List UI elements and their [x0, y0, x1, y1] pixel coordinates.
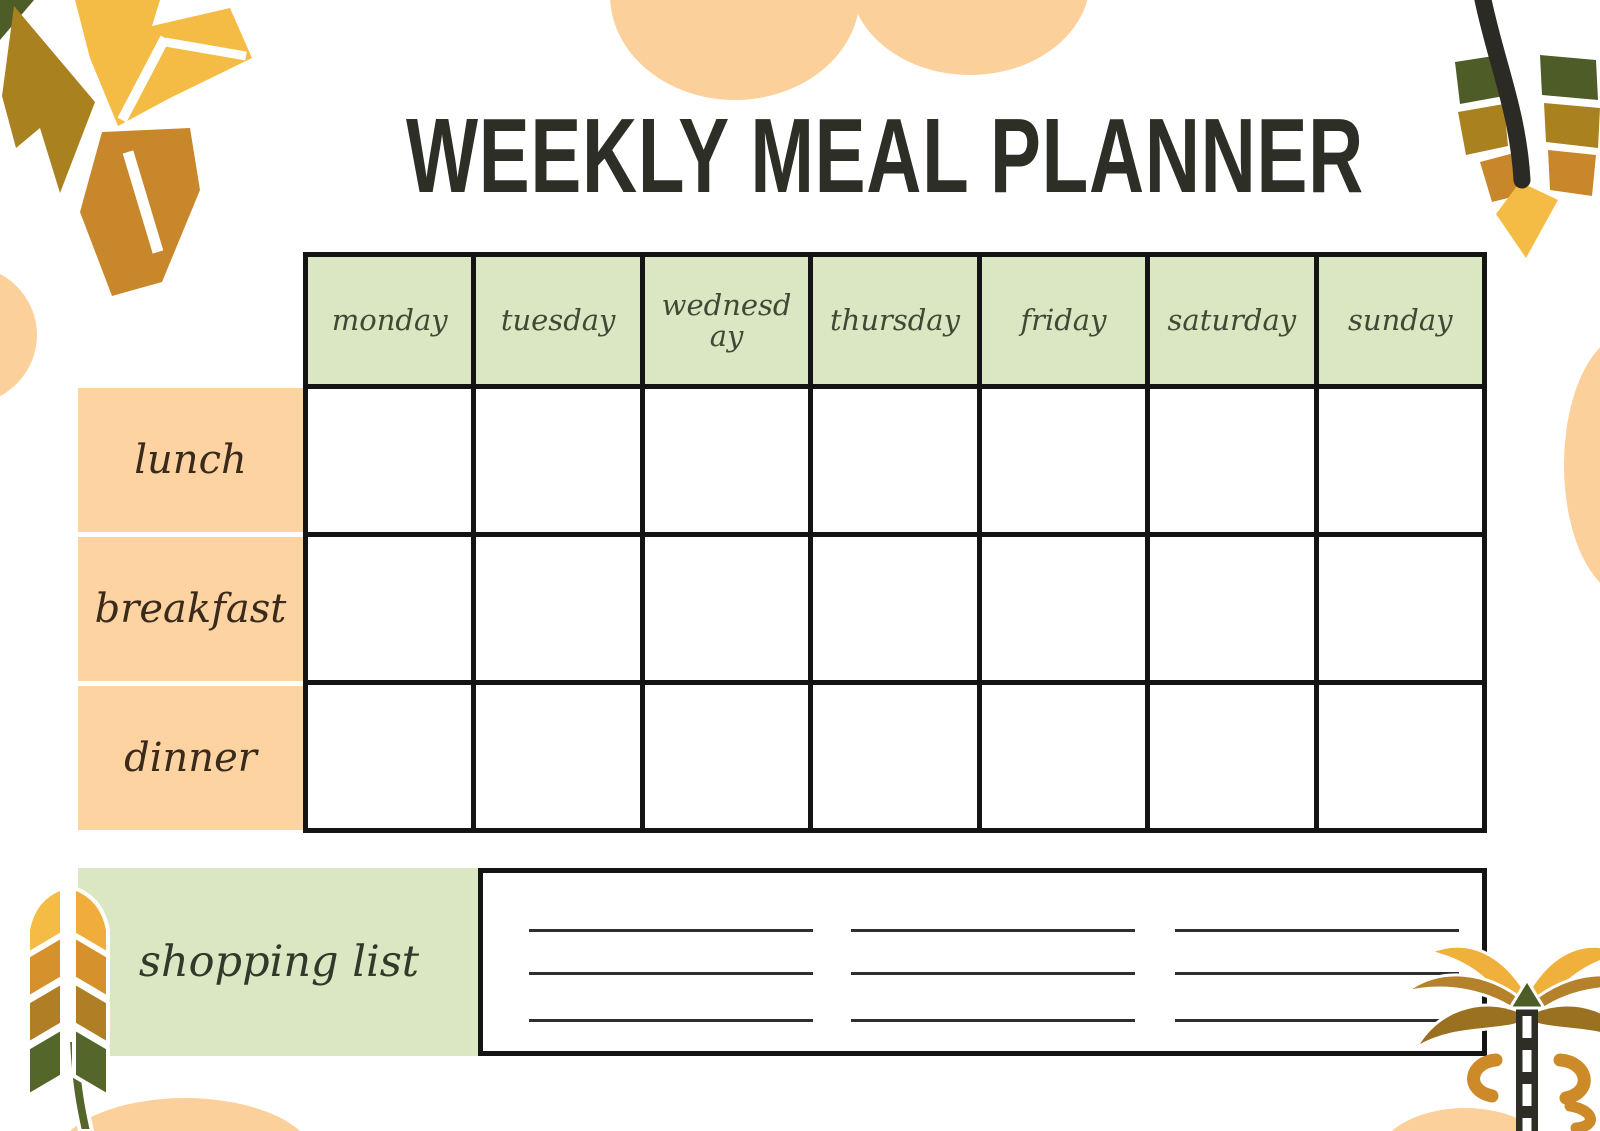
meal-cell	[644, 537, 809, 680]
meal-cell	[1150, 537, 1314, 680]
meal-label-dinner: dinner	[78, 686, 303, 830]
shopping-list-blank-line	[851, 1019, 1135, 1022]
meal-cell	[813, 537, 977, 680]
meal-cell	[981, 537, 1146, 680]
meal-cell	[308, 389, 472, 532]
meal-cell	[476, 685, 640, 828]
meal-planner-table: monday tuesday wednesd ay thursday friday sat…	[303, 252, 1487, 833]
day-header-sunday: sunday	[1318, 257, 1482, 384]
meal-cell	[476, 537, 640, 680]
shopping-list-blank-line	[1175, 972, 1459, 975]
heart-leaf-icon	[1455, 0, 1600, 258]
meal-cell	[644, 685, 809, 828]
meal-cell	[981, 389, 1146, 532]
day-header-monday: monday	[308, 257, 472, 384]
shopping-list-blank-line	[529, 929, 813, 932]
shopping-list-blank-line	[851, 972, 1135, 975]
shopping-list-blank-line	[529, 972, 813, 975]
meal-cell	[1150, 685, 1314, 828]
page-title: WEEKLY MEAL PLANNER	[406, 97, 1364, 215]
day-header-friday: friday	[981, 257, 1146, 384]
meal-cell	[1150, 389, 1314, 532]
meal-label-lunch: lunch	[78, 388, 303, 532]
autumn-leaves-icon	[0, 0, 252, 296]
meal-cell	[308, 537, 472, 680]
shopping-list-label: shopping list	[138, 937, 420, 987]
day-header-thursday: thursday	[813, 257, 977, 384]
day-header-saturday: saturday	[1150, 257, 1314, 384]
shopping-list-blank-line	[1175, 929, 1459, 932]
shopping-list-label-box: shopping list	[78, 868, 480, 1056]
peach-blob-left-icon	[0, 273, 37, 397]
meal-cell	[644, 389, 809, 532]
meal-cell	[1318, 685, 1482, 828]
meal-cell	[476, 389, 640, 532]
peach-blob-right-icon	[1564, 347, 1600, 583]
meal-cell	[813, 389, 977, 532]
shopping-list-blank-line	[1175, 1019, 1459, 1022]
day-header-wednesday: wednesd ay	[644, 257, 809, 384]
meal-label-breakfast: breakfast	[78, 537, 303, 681]
meal-cell	[981, 685, 1146, 828]
shopping-list-box	[478, 868, 1487, 1056]
meal-cell	[1318, 537, 1482, 680]
meal-cell	[813, 685, 977, 828]
day-header-tuesday: tuesday	[476, 257, 640, 384]
meal-cell	[308, 685, 472, 828]
meal-cell	[1318, 389, 1482, 532]
shopping-list-blank-line	[529, 1019, 813, 1022]
shopping-list-blank-line	[851, 929, 1135, 932]
